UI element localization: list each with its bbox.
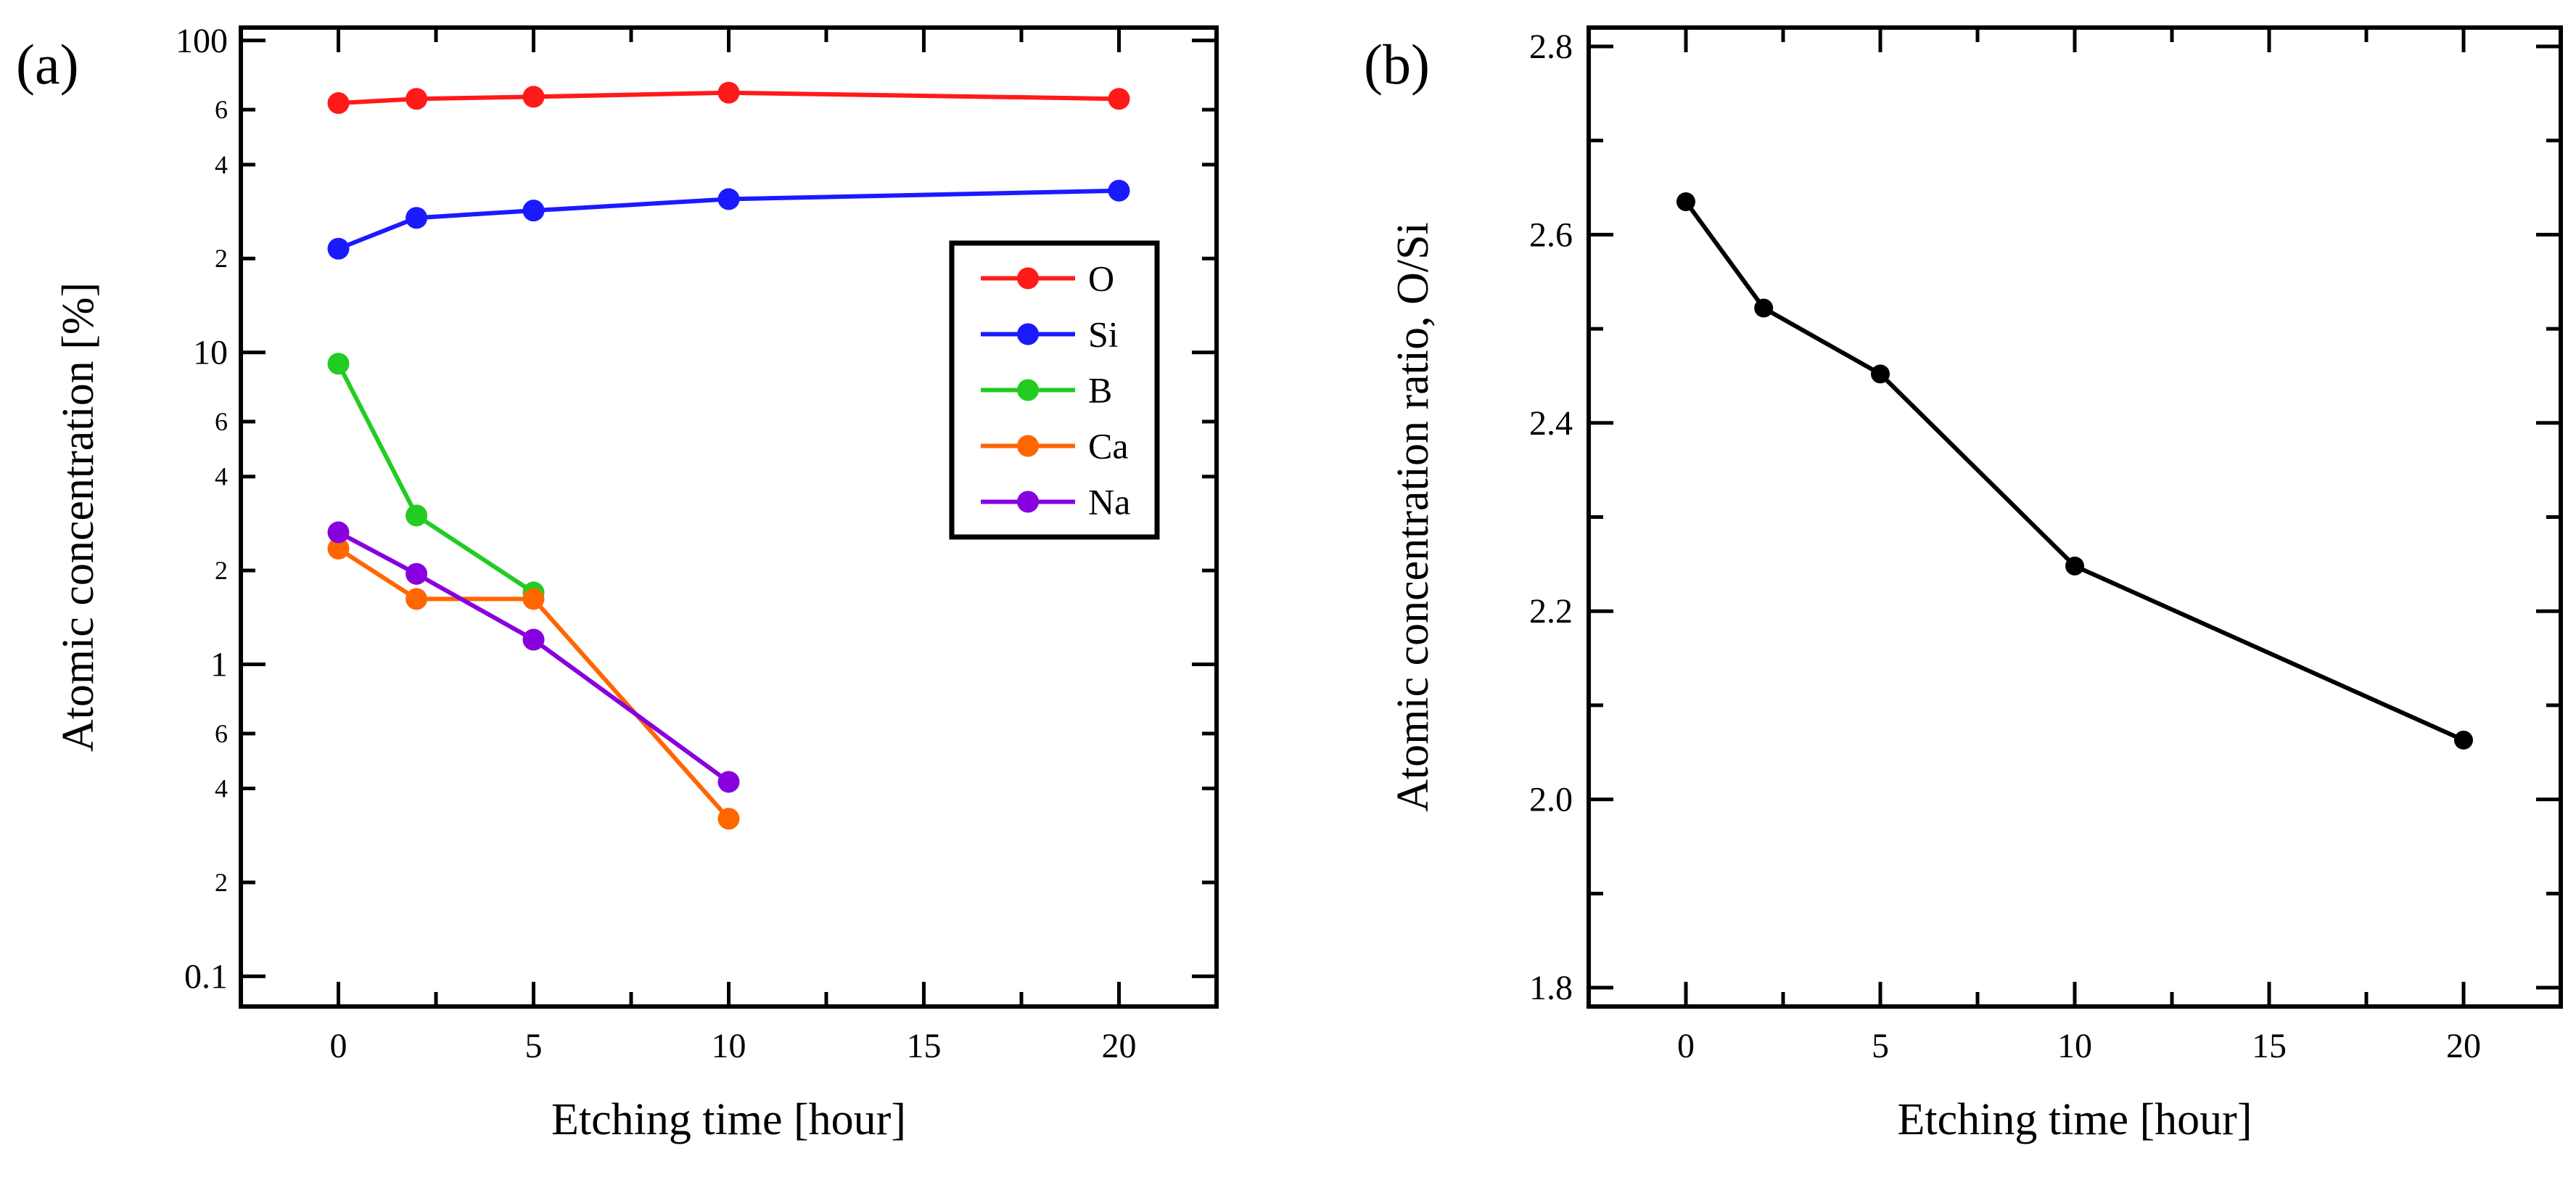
data-point	[522, 200, 545, 222]
panel-label: (a)	[16, 33, 79, 96]
data-point	[327, 521, 350, 544]
data-point	[1754, 298, 1774, 318]
plot-frame	[1587, 25, 2563, 1009]
y-tick-label: 2	[215, 244, 228, 273]
legend-label: B	[1088, 370, 1112, 411]
panel-a: 0 5 10 15 20 0.1 2 4 6 1 2 4 6 10 2 4 6 100 Etching time […	[16, 22, 1219, 1144]
y-tick-label: 1	[210, 645, 228, 684]
data-point	[1108, 88, 1130, 110]
legend-label: Ca	[1088, 426, 1129, 467]
legend: O Si B Ca Na	[949, 240, 1160, 540]
x-tick-label: 15	[2252, 1027, 2287, 1065]
data-point	[522, 588, 545, 610]
data-point	[406, 504, 428, 527]
data-point	[406, 88, 428, 110]
x-tick-label: 0	[330, 1027, 347, 1065]
panel-b: 0 5 10 15 20 1.8 2.0 2.2 2.4 2.6 2.8 Etching time […	[1364, 25, 2563, 1144]
legend-marker	[1017, 435, 1039, 457]
series-b	[327, 353, 545, 604]
x-tick-label: 20	[1102, 1027, 1137, 1065]
x-tick-label: 0	[1677, 1027, 1695, 1065]
y-tick-label: 10	[193, 334, 228, 372]
x-tick-label: 5	[1872, 1027, 1889, 1065]
y-axis-label: Atomic concentration ratio, O/Si	[1388, 222, 1438, 812]
x-tick-label: 10	[2057, 1027, 2092, 1065]
data-point	[1871, 364, 1890, 384]
legend-entry-b: B	[981, 370, 1112, 411]
data-point	[327, 537, 350, 559]
legend-entry-o: O	[981, 258, 1114, 299]
data-point	[327, 353, 350, 375]
y-tick-label: 6	[215, 407, 228, 436]
y-tick-label: 2	[215, 556, 228, 585]
data-point	[2454, 730, 2473, 750]
y-tick-label: 4	[215, 774, 228, 803]
data-point	[717, 81, 740, 104]
x-tick-label: 20	[2446, 1027, 2481, 1065]
x-tick-label: 10	[712, 1027, 746, 1065]
data-point	[717, 808, 740, 830]
legend-label: Na	[1088, 482, 1130, 522]
legend-label: Si	[1088, 314, 1119, 355]
data-point	[522, 628, 545, 651]
legend-entry-ca: Ca	[981, 426, 1129, 467]
y-tick-label: 0.1	[184, 957, 228, 996]
legend-label: O	[1088, 258, 1114, 299]
y-tick-label: 2.0	[1529, 781, 1573, 819]
y-tick-label: 4	[215, 462, 228, 491]
data-point	[406, 588, 428, 610]
x-axis-label: Etching time [hour]	[1898, 1095, 2252, 1144]
y-tick-label: 4	[215, 150, 228, 179]
x-tick-label: 15	[907, 1027, 942, 1065]
data-point	[1108, 179, 1130, 202]
series-si	[327, 179, 1130, 260]
series-o	[327, 81, 1130, 115]
legend-entry-na: Na	[981, 482, 1130, 522]
series-line	[337, 530, 731, 784]
panel-label: (b)	[1364, 33, 1430, 96]
legend-marker	[1017, 379, 1039, 401]
data-point	[327, 237, 350, 260]
data-point	[2065, 556, 2084, 575]
legend-entry-si: Si	[981, 314, 1119, 355]
y-tick-label: 2	[215, 868, 228, 897]
y-tick-label: 100	[176, 22, 228, 60]
legend-marker	[1017, 491, 1039, 513]
y-tick-label: 1.8	[1529, 969, 1573, 1007]
y-tick-label: 6	[215, 95, 228, 124]
y-tick-label: 2.6	[1529, 216, 1573, 254]
data-point	[406, 562, 428, 585]
y-tick-label: 2.8	[1529, 28, 1573, 66]
series-line	[336, 362, 535, 594]
data-point	[717, 188, 740, 210]
y-axis-label: Atomic concentration [%]	[54, 282, 103, 752]
legend-marker	[1017, 267, 1039, 290]
y-tick-label: 6	[215, 719, 228, 748]
series-na	[327, 521, 740, 793]
data-point	[1676, 192, 1695, 211]
x-tick-label: 5	[525, 1027, 543, 1065]
series-ca	[327, 537, 740, 830]
series-line	[1684, 200, 2465, 742]
y-tick-label: 2.4	[1529, 404, 1573, 443]
data-point	[717, 771, 740, 793]
legend-marker	[1017, 323, 1039, 345]
data-point	[406, 207, 428, 229]
data-point	[327, 92, 350, 115]
y-tick-label: 2.2	[1529, 592, 1573, 631]
data-point	[522, 86, 545, 108]
series	[1676, 192, 2473, 750]
x-axis-label: Etching time [hour]	[551, 1095, 906, 1144]
